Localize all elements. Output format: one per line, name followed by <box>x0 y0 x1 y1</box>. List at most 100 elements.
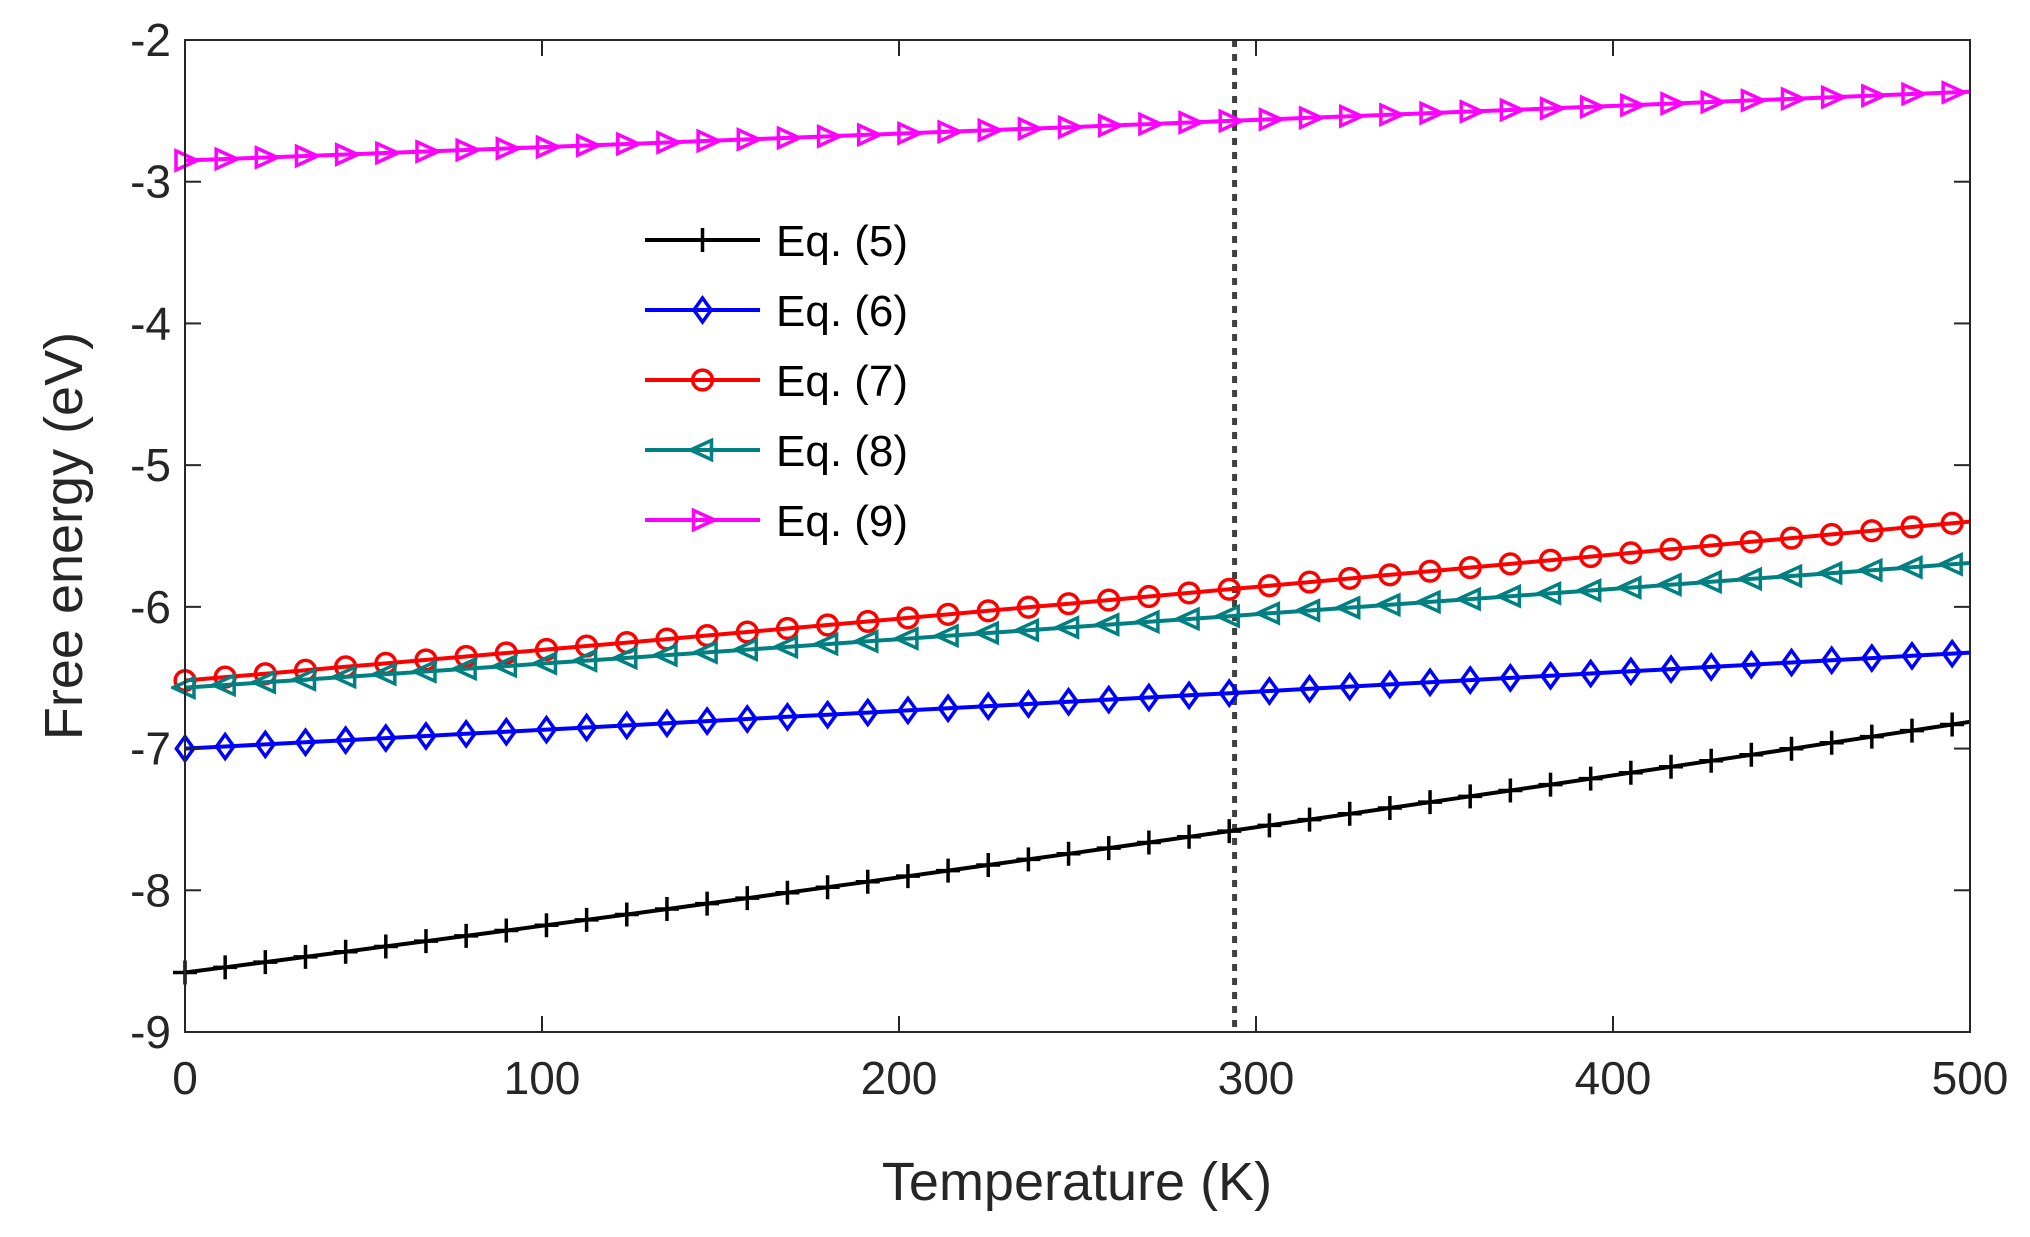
data-point-plus <box>1418 790 1443 815</box>
data-point-plus <box>574 907 599 932</box>
legend-label: Eq. (5) <box>776 217 908 266</box>
data-point-triangle-right <box>1780 86 1808 112</box>
data-point-triangle-left <box>1092 612 1120 637</box>
series-line <box>184 519 1971 683</box>
data-point-plus <box>293 944 318 969</box>
data-point-plus <box>775 880 800 905</box>
data-point-circle <box>454 644 478 669</box>
data-point-plus <box>1739 742 1764 767</box>
y-tick-label: -9 <box>130 1006 171 1058</box>
data-point-circle <box>1056 592 1081 616</box>
data-point-circle <box>1659 537 1683 561</box>
x-tick-label: 100 <box>504 1052 581 1104</box>
data-point-plus <box>534 913 559 938</box>
data-point-plus <box>895 864 920 889</box>
data-point-circle <box>1177 581 1201 605</box>
data-point-triangle-right <box>334 142 362 167</box>
legend-label: Eq. (7) <box>776 357 908 406</box>
data-point-diamond <box>1620 656 1642 687</box>
data-point-plus <box>690 228 715 252</box>
data-point-diamond <box>1820 645 1843 676</box>
data-point-plus <box>1217 819 1242 844</box>
data-point-triangle-left <box>610 645 638 671</box>
data-point-circle <box>1699 533 1723 558</box>
data-point-triangle-right <box>1258 107 1286 132</box>
data-point-circle <box>1820 522 1844 547</box>
data-point-triangle-right <box>1218 108 1246 134</box>
data-point-plus <box>1498 778 1523 803</box>
x-axis-label: Temperature (K) <box>882 1152 1272 1212</box>
series-3 <box>173 511 1971 693</box>
data-point-triangle-right <box>1459 99 1487 124</box>
data-point-triangle-left <box>1253 600 1281 626</box>
series-line <box>184 561 1971 690</box>
data-point-plus <box>1779 736 1804 761</box>
data-point-triangle-left <box>329 664 357 690</box>
data-point-circle <box>690 368 715 392</box>
y-tick-label: -3 <box>130 156 171 208</box>
data-point-diamond <box>1660 654 1682 685</box>
data-point-plus <box>1177 824 1202 849</box>
data-point-circle <box>494 641 518 665</box>
data-point-triangle-left <box>1213 603 1240 629</box>
data-point-circle <box>1900 515 1924 539</box>
data-point-circle <box>1940 511 1964 535</box>
data-point-triangle-left <box>570 648 598 673</box>
data-point-circle <box>1619 541 1643 565</box>
data-point-triangle-right <box>897 120 925 146</box>
data-point-triangle-left <box>249 669 277 695</box>
data-point-triangle-left <box>731 637 759 662</box>
data-point-plus <box>1859 724 1884 749</box>
data-point-plus <box>815 875 840 900</box>
data-point-triangle-left <box>1815 560 1843 586</box>
data-point-circle <box>1097 588 1121 612</box>
data-point-circle <box>1257 574 1281 598</box>
legend-label: Eq. (9) <box>776 497 908 546</box>
data-point-diamond <box>1459 665 1481 696</box>
data-point-triangle-left <box>1172 606 1200 632</box>
data-point-circle <box>1016 595 1041 619</box>
data-point-triangle-left <box>650 642 678 668</box>
data-point-diamond <box>1539 660 1562 691</box>
data-point-diamond <box>1700 651 1722 682</box>
data-point-diamond <box>1057 686 1080 717</box>
series-line <box>184 719 1971 975</box>
data-point-diamond <box>455 718 477 749</box>
data-point-triangle-right <box>696 128 724 154</box>
y-axis-label: Free energy (eV) <box>34 332 94 740</box>
data-point-circle <box>856 609 880 634</box>
y-tick-label: -5 <box>130 439 171 491</box>
data-point-triangle-right <box>1861 83 1889 108</box>
data-point-diamond <box>856 697 879 728</box>
data-point-diamond <box>897 695 919 726</box>
data-point-plus <box>614 902 639 927</box>
data-point-triangle-left <box>811 631 839 657</box>
data-point-circle <box>816 613 840 637</box>
data-point-plus <box>936 858 961 883</box>
data-point-triangle-right <box>776 125 804 151</box>
data-point-plus <box>654 897 679 922</box>
data-point-triangle-right <box>1499 97 1527 123</box>
data-point-diamond <box>736 703 759 734</box>
legend-label: Eq. (6) <box>776 287 908 336</box>
data-point-diamond <box>535 714 558 745</box>
data-point-triangle-right <box>1138 111 1166 137</box>
data-point-diamond <box>937 693 959 724</box>
legend-entry: Eq. (7) <box>645 357 908 406</box>
data-point-triangle-left <box>409 659 437 684</box>
data-point-triangle-left <box>891 626 919 651</box>
data-point-diamond <box>696 706 718 737</box>
data-point-triangle-right <box>1820 84 1848 110</box>
data-point-plus <box>1257 813 1282 838</box>
data-point-triangle-right <box>1539 96 1567 121</box>
data-point-triangle-left <box>369 661 397 687</box>
data-point-triangle-left <box>972 620 999 646</box>
series-5 <box>174 80 1971 173</box>
data-point-triangle-right <box>1740 88 1768 113</box>
data-point-triangle-right <box>1097 113 1125 138</box>
data-point-triangle-right <box>1379 102 1407 128</box>
data-point-diamond <box>1218 678 1241 709</box>
data-point-triangle-right <box>254 145 282 170</box>
data-point-triangle-right <box>1017 116 1045 142</box>
